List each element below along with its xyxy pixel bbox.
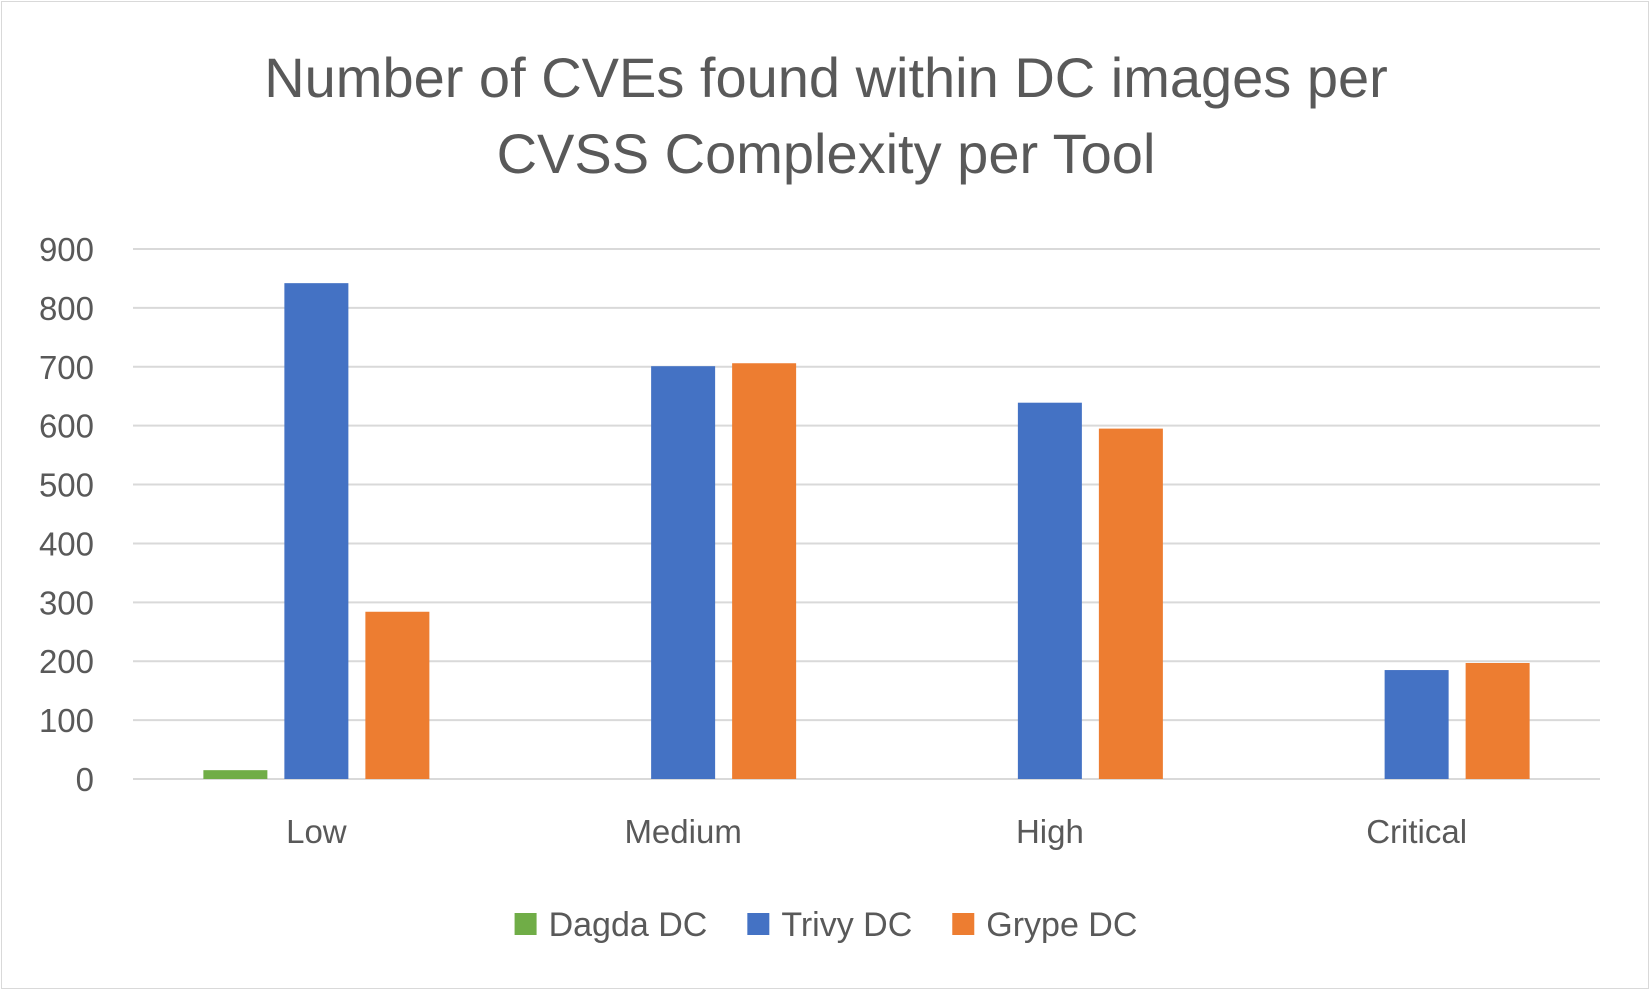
bar-grype-dc-critical [1465, 662, 1530, 779]
x-tick-label: High [1016, 813, 1084, 850]
y-tick-label: 200 [39, 643, 94, 680]
x-tick-label: Low [286, 813, 347, 850]
bar-trivy-dc-medium [651, 366, 716, 779]
legend: Dagda DC Trivy DC Grype DC [514, 906, 1137, 944]
y-tick-label: 500 [39, 467, 94, 504]
bar-trivy-dc-high [1017, 402, 1082, 779]
y-tick-label: 700 [39, 349, 94, 386]
y-tick-label: 900 [39, 231, 94, 268]
y-tick-label: 100 [39, 702, 94, 739]
bar-grype-dc-low [365, 611, 430, 779]
gridlines [133, 248, 1600, 780]
y-tick-label: 600 [39, 408, 94, 445]
legend-label: Grype DC [986, 906, 1137, 944]
y-tick-label: 300 [39, 584, 94, 621]
bar-trivy-dc-critical [1384, 670, 1449, 779]
y-axis-tick-labels: 0 100 200 300 400 500 600 700 800 900 [39, 231, 94, 798]
bar-trivy-dc-low [284, 283, 349, 779]
y-tick-label: 400 [39, 525, 94, 562]
x-axis-tick-labels: Low Medium High Critical [286, 813, 1467, 850]
y-tick-label: 800 [39, 290, 94, 327]
legend-swatch [514, 913, 537, 935]
x-tick-label: Critical [1366, 813, 1467, 850]
legend-swatch [747, 913, 770, 935]
y-tick-label: 0 [76, 761, 94, 798]
legend-swatch [952, 913, 975, 935]
legend-label: Dagda DC [549, 906, 708, 944]
x-tick-label: Medium [624, 813, 741, 850]
legend-label: Trivy DC [781, 906, 912, 944]
bar-grype-dc-high [1098, 428, 1163, 779]
bar-grype-dc-medium [732, 363, 797, 779]
bars [203, 283, 1530, 779]
bar-dagda-dc-low [203, 770, 268, 779]
chart-title: Number of CVEs found within DC images pe… [264, 46, 1388, 185]
